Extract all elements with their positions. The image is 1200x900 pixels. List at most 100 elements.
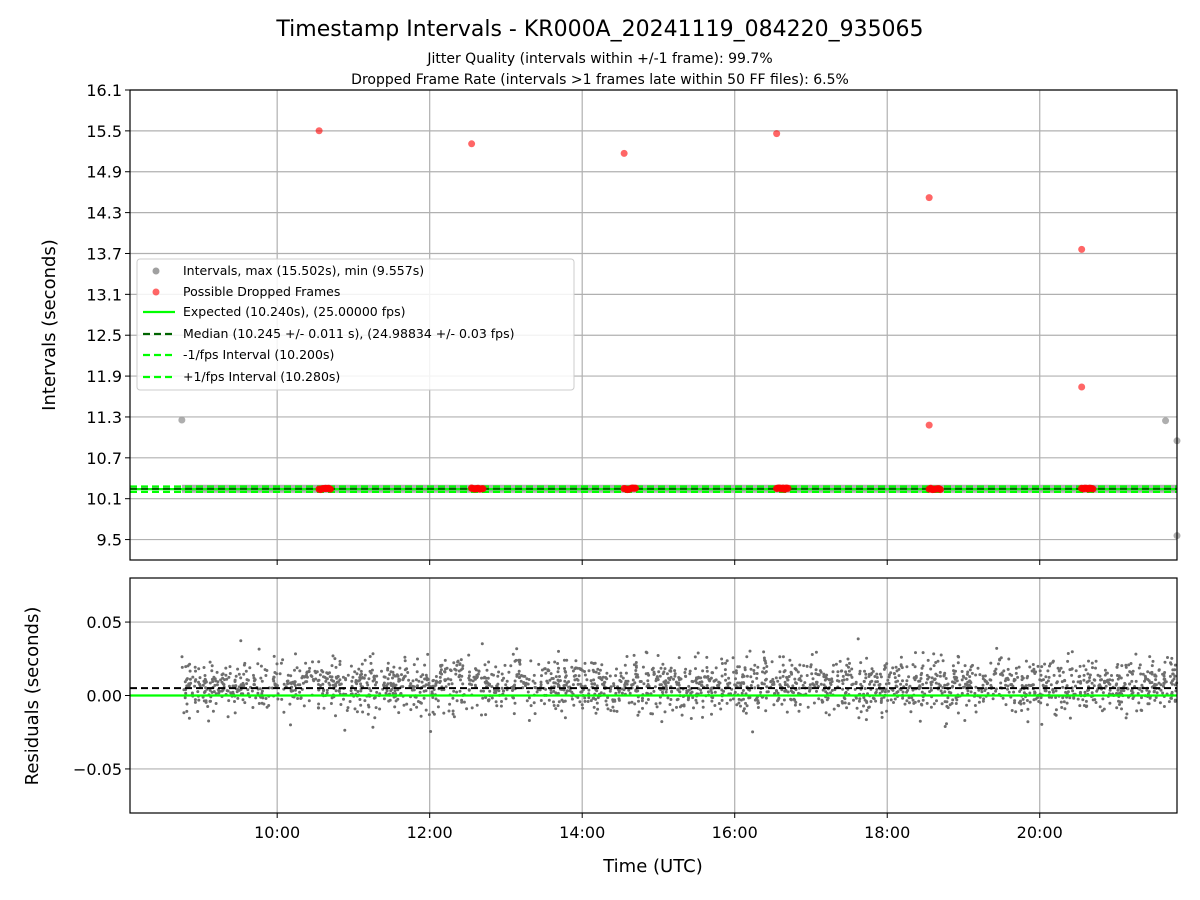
residual-point <box>196 690 200 694</box>
residual-point <box>603 680 607 684</box>
residual-point <box>799 674 803 678</box>
residual-point <box>256 662 260 666</box>
residual-point <box>237 672 241 676</box>
residual-point <box>1173 663 1177 667</box>
residual-point <box>856 637 860 641</box>
residual-point <box>665 687 669 691</box>
residual-point <box>237 688 241 692</box>
residual-point <box>694 667 697 671</box>
residual-point <box>241 681 245 685</box>
residual-point <box>322 706 326 710</box>
residual-point <box>713 679 717 683</box>
residual-point <box>298 690 302 694</box>
residual-point <box>675 705 678 709</box>
residual-point <box>1115 665 1119 669</box>
residual-point <box>259 664 263 668</box>
residual-point <box>289 674 293 678</box>
residual-point <box>572 674 576 678</box>
residual-point <box>982 697 986 701</box>
residual-point <box>483 663 487 667</box>
residual-point <box>870 667 874 671</box>
residual-point <box>893 697 897 701</box>
residual-point <box>203 674 207 677</box>
residual-point <box>955 679 959 683</box>
residual-point <box>664 690 668 694</box>
residual-point <box>574 659 578 663</box>
residual-point <box>958 683 962 687</box>
residual-point <box>511 689 514 692</box>
residual-point <box>760 682 764 686</box>
residual-point <box>354 679 358 682</box>
residual-point <box>233 680 237 683</box>
residual-point <box>338 678 342 682</box>
residual-point <box>921 651 925 655</box>
residual-point <box>724 678 728 682</box>
residual-point <box>1088 673 1092 677</box>
residual-point <box>500 672 504 676</box>
residual-point <box>532 701 536 705</box>
residual-point <box>601 682 604 686</box>
residual-point <box>699 691 703 695</box>
intervals-y-ticks: 9.5 10.1 10.7 11.3 11.9 12.5 13.1 13.7 14.3 14.9 1… <box>86 81 130 550</box>
residual-point <box>590 682 594 686</box>
residual-point <box>1173 674 1177 678</box>
residual-point <box>402 675 406 679</box>
residual-point <box>790 663 794 667</box>
residual-point <box>875 688 879 691</box>
residual-point <box>310 675 314 678</box>
residual-point <box>845 677 849 681</box>
residual-point <box>1093 678 1097 682</box>
residual-point <box>841 682 845 686</box>
residual-point <box>877 683 881 687</box>
residual-point <box>497 670 501 674</box>
legend-label-plus-fps: +1/fps Interval (10.280s) <box>183 369 340 384</box>
residual-point <box>943 683 947 687</box>
intervals-plot-frame <box>129 89 1178 561</box>
residual-point <box>386 661 390 665</box>
residual-point <box>621 676 625 680</box>
residual-point <box>1036 664 1040 668</box>
residual-point <box>484 696 488 699</box>
residual-point <box>991 697 995 701</box>
residual-point <box>317 702 321 706</box>
residual-point <box>539 680 543 684</box>
residual-point <box>252 673 255 677</box>
residual-point <box>956 711 960 715</box>
residual-point <box>960 670 964 673</box>
residual-point <box>749 684 753 687</box>
residual-point <box>1116 688 1120 692</box>
residual-point <box>795 682 799 685</box>
residual-point <box>744 711 748 715</box>
residual-point <box>495 684 499 688</box>
residual-point <box>1024 659 1028 663</box>
residual-point <box>875 672 879 676</box>
residual-point <box>257 647 261 651</box>
legend-label-expected: Expected (10.240s), (25.00000 fps) <box>183 304 405 319</box>
residual-point <box>940 691 944 695</box>
x-tick-label: 20:00 <box>1017 823 1063 842</box>
residual-point <box>356 690 360 693</box>
residual-point <box>434 697 438 701</box>
residual-point <box>1054 696 1058 699</box>
residual-point <box>1139 672 1143 676</box>
residual-point <box>1057 669 1061 673</box>
residual-point <box>634 661 638 664</box>
residual-point <box>989 683 993 687</box>
residual-point <box>1136 692 1140 695</box>
residuals-y-tick-label: 0.00 <box>86 687 122 706</box>
residual-point <box>755 676 759 680</box>
residual-point <box>1170 690 1174 694</box>
residual-point <box>1162 705 1166 708</box>
residual-point <box>1137 701 1141 705</box>
residual-point <box>390 687 394 691</box>
residual-point <box>1121 688 1125 692</box>
residual-point <box>1058 674 1062 678</box>
residual-point <box>415 705 419 709</box>
residual-point <box>705 669 709 673</box>
residual-point <box>253 683 256 687</box>
residual-point <box>962 675 966 679</box>
residual-point <box>921 698 925 702</box>
residual-point <box>864 672 868 676</box>
residual-point <box>1066 690 1070 694</box>
residual-point <box>594 670 598 674</box>
